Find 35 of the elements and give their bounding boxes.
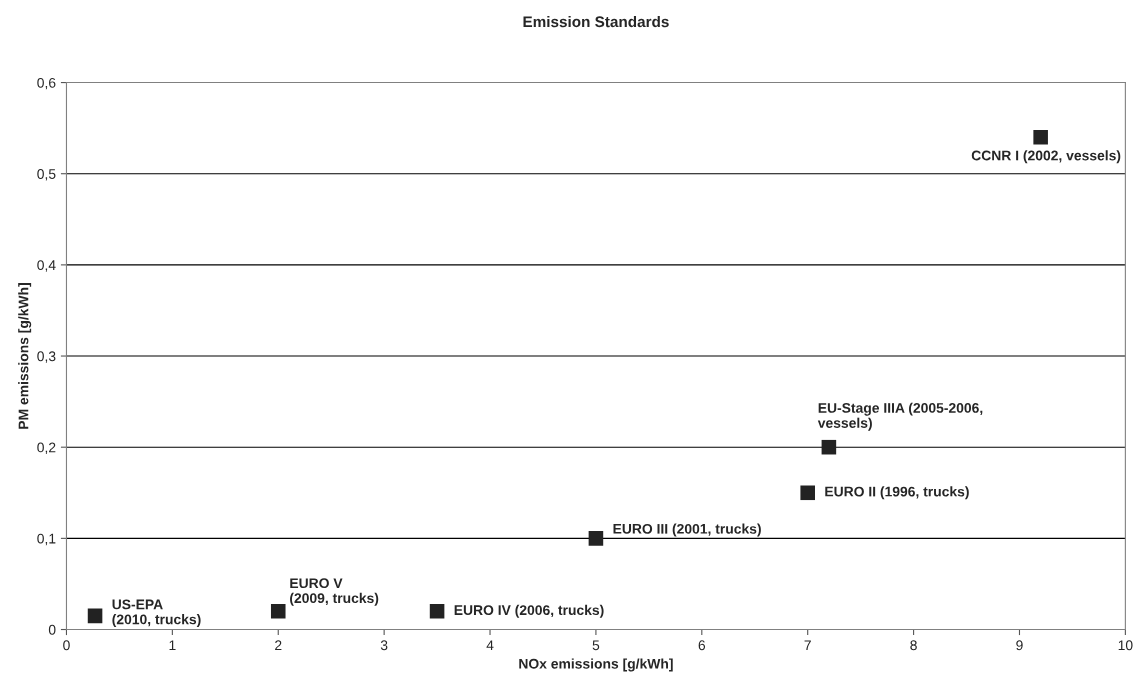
annotation: EURO III (2001, trucks) (613, 523, 761, 537)
x-tick-label: 8 (910, 640, 917, 651)
annotation: US-EPA (2010, trucks) (112, 599, 201, 628)
y-tick-label: 0 (48, 624, 56, 635)
point (588, 531, 604, 546)
point (270, 604, 286, 619)
x-tick-label: 0 (63, 640, 70, 651)
annotation: EURO V (2009, trucks) (290, 578, 379, 606)
y-axis-title: PM emissions [g/kWh] (18, 283, 32, 429)
x-tick-label: 4 (486, 640, 494, 650)
x-tick-label: 7 (804, 640, 811, 650)
annotation: CCNR I (2002, vessels) (971, 150, 1121, 164)
x-tick-label: 3 (380, 640, 388, 651)
x-tick-label: 6 (698, 640, 706, 651)
chart-title: Emission Standards (523, 15, 669, 28)
x-tick-label: 10 (1118, 640, 1133, 651)
y-tick-label: 0,5 (37, 169, 56, 181)
x-axis-title: NOx emissions [g/kWh] (519, 658, 673, 672)
y-tick-label: 0,6 (37, 77, 56, 90)
x-tick-label: 5 (592, 640, 600, 651)
y-tick-label: 0,1 (37, 533, 56, 546)
x-tick-label: 1 (169, 640, 176, 650)
point (800, 485, 815, 501)
point (87, 608, 103, 624)
x-tick-label: 2 (275, 640, 282, 650)
x-tick-label: 9 (1016, 640, 1023, 651)
y-tick-label: 0,2 (37, 442, 56, 455)
annotation: EURO II (1996, trucks) (825, 486, 969, 500)
point (1033, 129, 1048, 145)
point (821, 439, 837, 455)
y-tick-label: 0,4 (37, 260, 56, 272)
annotation: EURO IV (2006, trucks) (454, 604, 604, 618)
annotation: EU-Stage IIIA (2005-2006, vessels) (817, 402, 983, 431)
y-tick-label: 0,3 (37, 351, 56, 363)
point (429, 604, 445, 619)
